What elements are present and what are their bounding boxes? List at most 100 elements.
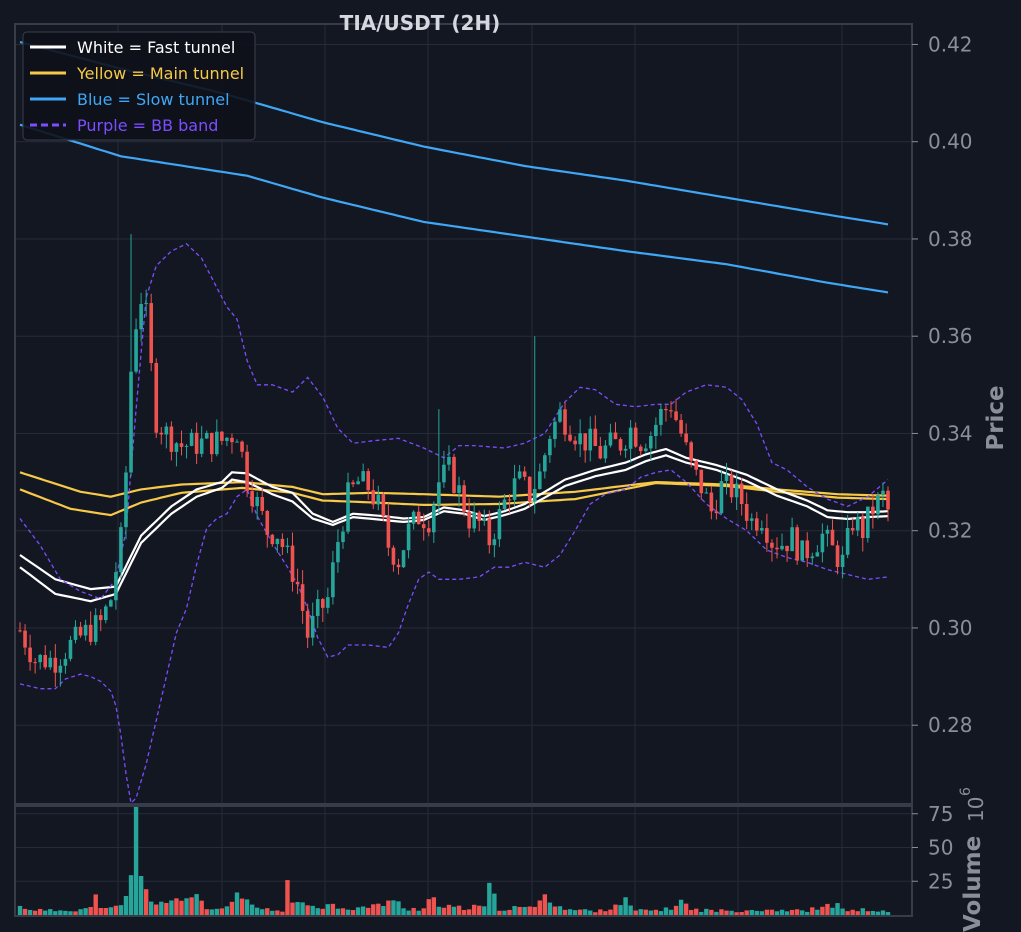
volume-bar: [729, 910, 734, 915]
volume-bar: [280, 911, 285, 915]
candle-body: [265, 510, 270, 535]
volume-bar: [572, 910, 578, 915]
candle-body: [124, 472, 128, 528]
candle-body: [305, 610, 310, 638]
candle-body: [754, 518, 759, 531]
volume-bar: [325, 904, 331, 915]
price-tick-label: 0.38: [928, 227, 973, 251]
candle-body: [381, 494, 386, 517]
candle-body: [815, 552, 820, 557]
volume-bars: [17, 803, 891, 915]
volume-bar: [431, 897, 437, 915]
volume-bar: [522, 906, 527, 915]
volume-bar: [769, 909, 775, 915]
volume-bar: [300, 902, 305, 915]
volume-bar: [108, 907, 114, 915]
volume-multiplier-base: 10: [964, 797, 988, 822]
volume-bar: [583, 909, 588, 915]
candle-body: [406, 523, 411, 551]
volume-bar: [694, 908, 699, 915]
price-axis: 0.28 0.30 0.32 0.34 0.36 0.38 0.40 0.42: [912, 32, 973, 737]
candle-body: [452, 456, 456, 493]
volume-bar: [154, 904, 159, 915]
volume-bar: [169, 900, 174, 915]
candle-body: [184, 445, 189, 447]
volume-bar: [825, 903, 830, 915]
volume-bar: [224, 906, 230, 915]
volume-bar: [219, 908, 225, 915]
volume-bar: [159, 901, 164, 915]
volume-bar: [678, 899, 684, 915]
candle-body: [674, 411, 678, 421]
volume-axis-title: Volume: [960, 836, 986, 932]
candle-body: [487, 518, 492, 546]
price-tick-label: 0.42: [928, 32, 973, 56]
candle-body: [709, 492, 714, 512]
volume-bar: [260, 909, 265, 915]
volume-bar: [83, 908, 88, 915]
candle-body: [472, 512, 476, 529]
volume-bar: [759, 911, 765, 915]
volume-bar: [542, 894, 548, 915]
volume-bar: [552, 906, 558, 915]
volume-bar: [638, 909, 643, 915]
volume-bar: [335, 908, 341, 915]
candle-body: [255, 496, 259, 507]
candle-body: [593, 428, 598, 446]
candle-body: [760, 528, 764, 531]
volume-bar: [290, 902, 295, 915]
candle-body: [396, 564, 401, 568]
candle-body: [129, 371, 133, 473]
volume-bar: [653, 909, 659, 915]
purple-line-6: [19, 243, 889, 600]
volume-bar: [688, 909, 694, 915]
candle-body: [386, 516, 391, 548]
candle-body: [805, 540, 810, 559]
candle-body: [563, 409, 567, 435]
volume-bar: [885, 912, 891, 915]
volume-bar: [739, 911, 744, 915]
volume-bar: [618, 905, 623, 915]
volume-bar: [270, 910, 275, 915]
volume-bar: [345, 909, 351, 915]
volume-bar: [179, 900, 184, 915]
candle-body: [194, 432, 199, 454]
candle-body: [553, 421, 557, 440]
volume-bar: [714, 911, 719, 915]
volume-bar: [234, 892, 240, 915]
candle-body: [250, 491, 254, 507]
volume-bar: [875, 911, 881, 915]
candle-body: [154, 363, 159, 433]
candle-body: [527, 476, 532, 502]
volume-bar: [820, 906, 825, 915]
volume-bar: [411, 907, 416, 915]
volume-bar: [512, 906, 517, 915]
volume-bar: [355, 907, 361, 915]
candle-body: [618, 439, 623, 451]
candle-body: [669, 410, 673, 412]
price-axis-title: Price: [983, 385, 1009, 450]
candle-body: [270, 534, 275, 545]
volume-bar: [497, 910, 502, 915]
candle-body: [336, 542, 340, 563]
candle-body: [699, 469, 704, 494]
candle-body: [38, 654, 42, 663]
volume-bar: [446, 904, 452, 915]
volume-bar: [239, 898, 245, 915]
candle-body: [98, 615, 103, 621]
volume-tick-label: 50: [928, 836, 953, 860]
candle-body: [18, 630, 22, 632]
volume-bar: [502, 910, 507, 915]
volume-bar: [598, 909, 603, 915]
candle-body: [825, 529, 830, 534]
candle-body: [204, 432, 209, 439]
volume-bar: [532, 906, 537, 915]
volume-bar: [603, 911, 608, 915]
volume-bar: [562, 909, 568, 915]
candle-body: [850, 527, 855, 531]
volume-bar: [164, 902, 169, 915]
volume-bar: [835, 903, 840, 915]
candle-body: [871, 506, 875, 515]
volume-bar: [699, 911, 704, 915]
